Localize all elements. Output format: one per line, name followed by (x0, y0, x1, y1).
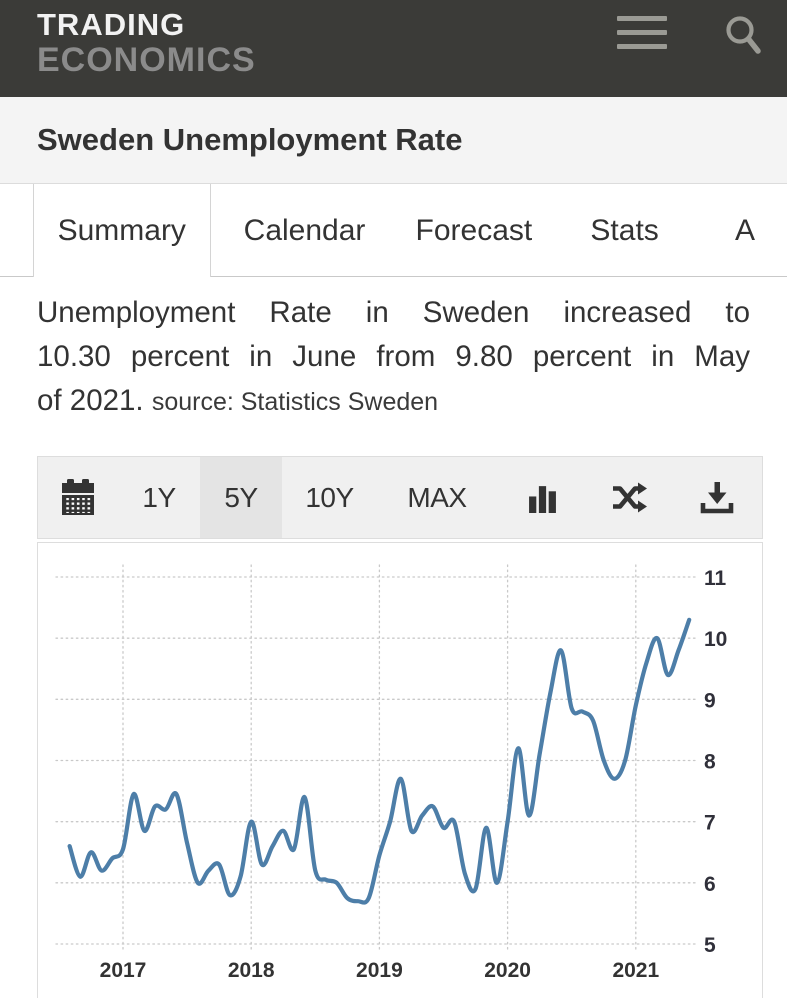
summary-line-3-text: of 2021. (37, 384, 144, 417)
series-line (67, 617, 692, 905)
summary-line-2: 10.30 percent in June from 9.80 percent … (37, 340, 750, 373)
range-10y-button[interactable]: 10Y (305, 481, 354, 513)
range-5y-button[interactable]: 5Y (200, 457, 282, 538)
range-max-button[interactable]: MAX (407, 481, 467, 513)
search-icon[interactable] (723, 14, 765, 65)
y-axis-label: 8 (704, 751, 716, 774)
app-header: TRADING ECONOMICS (0, 0, 787, 97)
calendar-icon[interactable] (38, 457, 118, 538)
y-axis-label: 7 (704, 812, 716, 835)
range-1y-button[interactable]: 1Y (142, 481, 176, 513)
x-axis-label: 2017 (100, 959, 147, 982)
menu-icon[interactable] (617, 14, 667, 49)
y-axis-label: 5 (704, 934, 716, 957)
x-axis-label: 2018 (228, 959, 275, 982)
bar-chart-icon[interactable] (497, 457, 587, 538)
download-icon[interactable] (672, 457, 762, 538)
logo-line2: ECONOMICS (37, 41, 256, 79)
summary-text: Unemployment Rate in Sweden increased to… (0, 277, 787, 424)
x-axis-label: 2021 (612, 959, 659, 982)
chart-panel: 11 10 9 8 7 6 5 2017 2018 2019 2020 2021 (37, 542, 763, 998)
summary-line-3: of 2021. source: Statistics Sweden (37, 379, 750, 424)
x-axis-label: 2020 (484, 959, 531, 982)
unemployment-line-chart[interactable]: 11 10 9 8 7 6 5 2017 2018 2019 2020 2021 (38, 543, 764, 999)
logo-line1: TRADING (37, 7, 186, 42)
header-actions (617, 0, 787, 65)
y-axis-label: 10 (704, 628, 727, 651)
tab-summary[interactable]: Summary (33, 184, 211, 277)
summary-line-1: Unemployment Rate in Sweden increased to (37, 296, 750, 329)
source-label: source: Statistics Sweden (151, 388, 439, 416)
page-title: Sweden Unemployment Rate (37, 122, 463, 157)
tab-bar: Summary Calendar Forecast Stats A (0, 183, 787, 277)
trading-economics-logo[interactable]: TRADING ECONOMICS (0, 0, 256, 79)
x-axis-label: 2019 (356, 959, 403, 982)
tab-clipped[interactable]: A (734, 213, 755, 247)
y-axis-label: 11 (704, 567, 727, 590)
y-axis-label: 9 (704, 689, 716, 712)
shuffle-icon[interactable] (587, 457, 672, 538)
tab-stats[interactable]: Stats (590, 213, 659, 247)
chart-toolbar: 1Y 5Y 10Y MAX (37, 456, 763, 539)
tab-calendar[interactable]: Calendar (243, 213, 366, 247)
title-bar: Sweden Unemployment Rate (0, 97, 787, 183)
y-axis-label: 6 (704, 873, 716, 896)
tab-forecast[interactable]: Forecast (415, 213, 533, 247)
